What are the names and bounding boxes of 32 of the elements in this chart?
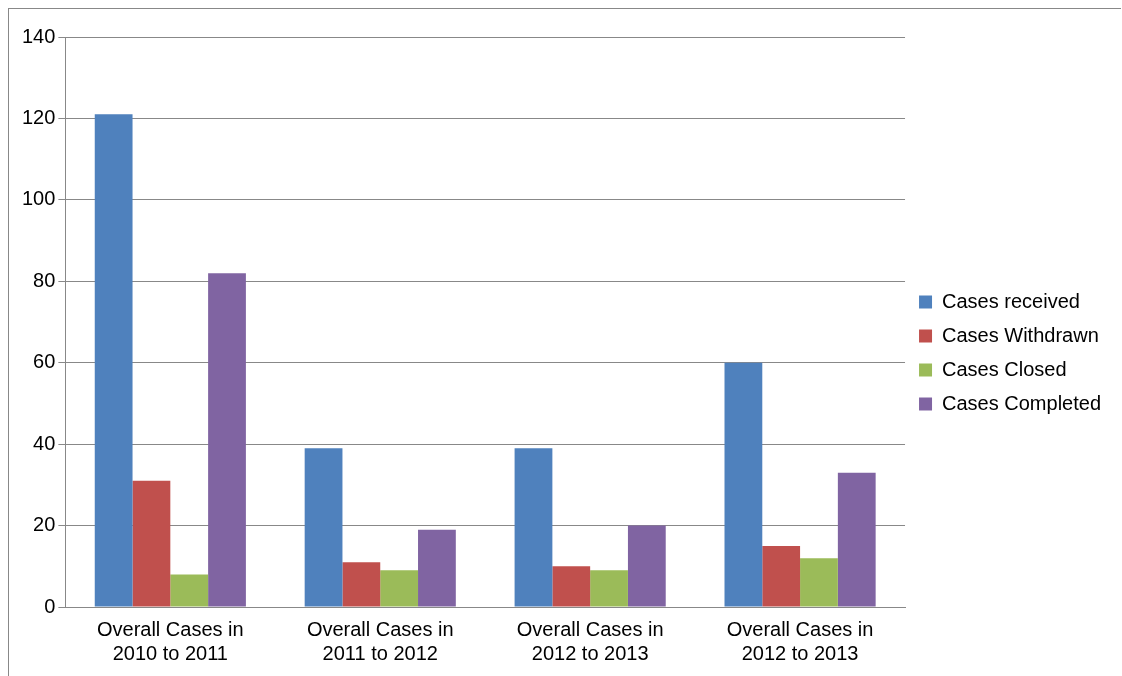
y-tick-label: 80 (33, 268, 56, 291)
bar (304, 448, 343, 607)
bar (380, 570, 419, 607)
bar (132, 480, 171, 607)
bar (762, 545, 801, 607)
x-tick-label: Overall Cases in 2012 to 2013 (516, 617, 664, 664)
bar (514, 448, 553, 607)
legend-label: Cases Withdrawn (942, 323, 1099, 346)
legend-label: Cases Completed (942, 391, 1101, 414)
bar (94, 114, 133, 607)
x-tick-label: Overall Cases in 2012 to 2013 (726, 617, 874, 664)
legend-label: Cases Closed (942, 357, 1067, 380)
x-tick-label: Overall Cases in 2010 to 2011 (96, 617, 244, 664)
bar (342, 562, 381, 607)
y-tick-label: 120 (21, 105, 56, 128)
bar (627, 525, 666, 607)
y-tick-label: 140 (21, 24, 56, 47)
bar (800, 558, 838, 607)
y-tick-label: 20 (33, 513, 56, 536)
bar (208, 273, 246, 607)
bar (170, 574, 209, 607)
bar (590, 570, 628, 607)
y-tick-label: 0 (44, 594, 56, 617)
bar (418, 529, 456, 607)
y-tick-label: 40 (33, 431, 56, 454)
bar (724, 362, 763, 607)
y-tick-label: 60 (33, 350, 56, 373)
bar (837, 472, 876, 607)
bar (552, 566, 591, 607)
legend-label: Cases received (942, 289, 1080, 312)
x-tick-label: Overall Cases in 2011 to 2012 (306, 617, 454, 664)
y-tick-label: 100 (21, 187, 56, 210)
